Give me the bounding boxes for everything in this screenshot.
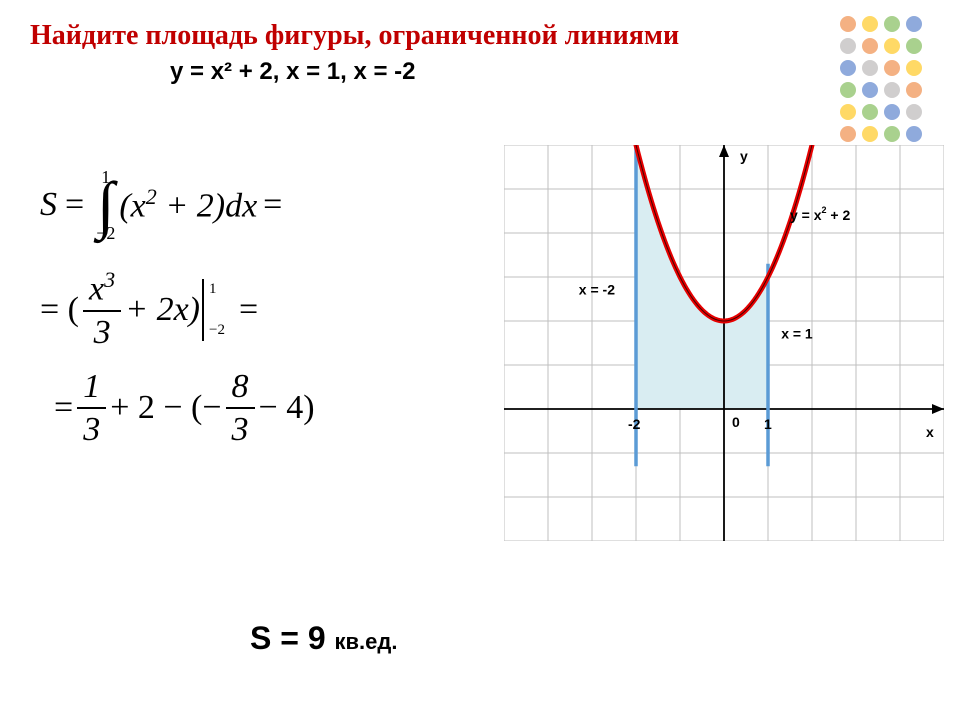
txt: (x xyxy=(119,188,145,225)
txt: + 2)dx xyxy=(157,188,257,225)
int-lower: −2 xyxy=(96,224,115,242)
frac-top: 1 xyxy=(77,368,106,409)
decor-dot xyxy=(840,126,856,142)
answer: S = 9 кв.ед. xyxy=(250,620,397,657)
arrow-x xyxy=(932,404,944,414)
decor-dot xyxy=(840,60,856,76)
decor-dot xyxy=(884,126,900,142)
decor-dot xyxy=(906,104,922,120)
frac-8-3: 8 3 xyxy=(226,368,255,449)
frac-bot: 3 xyxy=(94,312,111,351)
lim-top: 1 xyxy=(209,282,225,297)
formula-line-1: S = 1 ∫ −2 (x2 + 2)dx = xyxy=(40,155,315,255)
decor-dot xyxy=(884,104,900,120)
decor-dot xyxy=(884,82,900,98)
frac-top: x3 xyxy=(83,268,121,312)
decor-dot xyxy=(906,60,922,76)
decor-dot xyxy=(884,38,900,54)
formula-line-2: = ( x3 3 + 2x) 1 −2 = xyxy=(40,265,315,355)
formula-line-3: = 1 3 + 2 − (− 8 3 − 4) xyxy=(54,373,315,443)
lead: = xyxy=(54,389,73,427)
decor-dot xyxy=(906,126,922,142)
decor-dot xyxy=(862,60,878,76)
decor-dot xyxy=(862,126,878,142)
decor-dot xyxy=(884,60,900,76)
decor-dot xyxy=(884,16,900,32)
decor-dot xyxy=(906,82,922,98)
label-y: у xyxy=(740,148,748,164)
t: x xyxy=(89,271,104,308)
var-S: S xyxy=(40,186,57,224)
eval-limits: 1 −2 xyxy=(209,282,225,338)
equals: = xyxy=(65,186,84,224)
label-curve: y = x2 + 2 xyxy=(790,205,851,223)
frac-1-3: 1 3 xyxy=(77,368,106,449)
mid: + 2 − (− xyxy=(110,389,221,427)
decor-dot xyxy=(906,38,922,54)
label-one: 1 xyxy=(764,416,772,432)
integrand: (x2 + 2)dx xyxy=(119,184,257,225)
label-x1: x = 1 xyxy=(781,326,813,342)
label-zero: 0 xyxy=(732,414,740,430)
frac-x3-3: x3 3 xyxy=(83,268,121,351)
open: = ( xyxy=(40,291,79,329)
answer-value: S = 9 xyxy=(250,620,335,656)
label-m2: -2 xyxy=(628,416,641,432)
equals: = xyxy=(239,291,258,329)
frac-bot: 3 xyxy=(83,409,100,448)
decor-dot xyxy=(862,82,878,98)
eval-bar xyxy=(202,279,204,341)
decor-dot xyxy=(840,38,856,54)
decor-dot xyxy=(840,16,856,32)
graph: у x 0 1 -2 x = -2 x = 1 y = x2 + 2 xyxy=(504,145,944,541)
decor-dot xyxy=(840,104,856,120)
end: − 4) xyxy=(259,389,315,427)
arrow-y xyxy=(719,145,729,157)
frac-bot: 3 xyxy=(232,409,249,448)
integral-symbol: 1 ∫ −2 xyxy=(96,168,115,242)
formula-block: S = 1 ∫ −2 (x2 + 2)dx = = ( x3 3 + 2x) 1… xyxy=(40,155,315,443)
decor-dot xyxy=(862,38,878,54)
frac-top: 8 xyxy=(226,368,255,409)
s: 3 xyxy=(104,267,115,292)
label-xneg2: x = -2 xyxy=(579,282,615,298)
decor-dot xyxy=(862,104,878,120)
decor-dot xyxy=(840,82,856,98)
lim-bot: −2 xyxy=(209,323,225,338)
decor-dot xyxy=(906,16,922,32)
decor-dots xyxy=(840,16,944,164)
sup: 2 xyxy=(146,184,157,209)
answer-unit: кв.ед. xyxy=(335,629,398,654)
problem-statement: у = х² + 2, х = 1, х = -2 xyxy=(170,58,416,86)
decor-dot xyxy=(862,16,878,32)
page-title: Найдите площадь фигуры, ограниченной лин… xyxy=(30,20,679,52)
label-x: x xyxy=(926,424,934,440)
equals: = xyxy=(263,186,282,224)
plus-2x: + 2x) xyxy=(125,291,200,329)
int-sign: ∫ xyxy=(97,186,115,224)
